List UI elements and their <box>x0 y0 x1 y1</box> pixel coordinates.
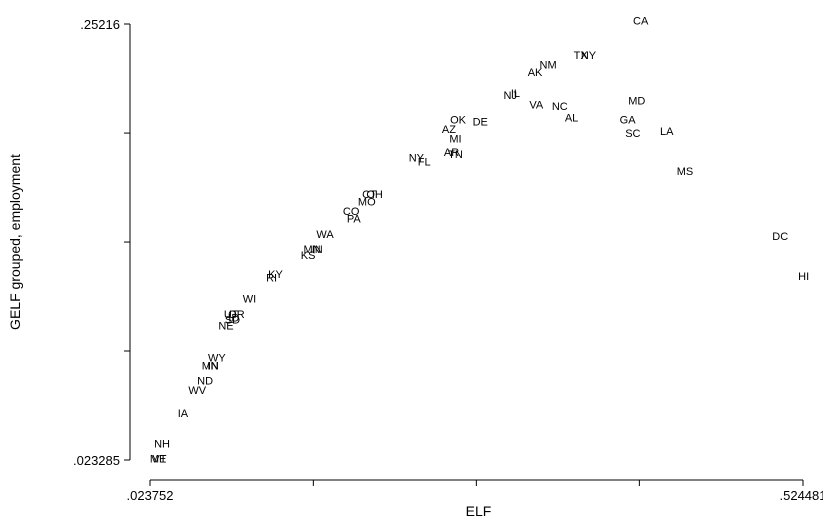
point-label: CO <box>343 206 360 218</box>
point-label: MO <box>358 196 376 208</box>
point-label: PA <box>347 214 362 226</box>
point-label: TN <box>448 149 463 161</box>
y-tick-label: .25216 <box>80 17 120 32</box>
point-label: UT <box>224 309 239 321</box>
point-label: MN <box>202 360 219 372</box>
point-label: NH <box>154 438 170 450</box>
point-label: ND <box>197 376 213 388</box>
point-label: IN <box>207 360 218 372</box>
point-label: WI <box>243 294 256 306</box>
point-label: KS <box>301 250 316 262</box>
point-label: IN <box>312 244 323 256</box>
point-label: DC <box>772 231 788 243</box>
y-tick-label: .023285 <box>73 453 120 468</box>
point-label: MS <box>677 166 694 178</box>
point-label: AL <box>565 113 578 125</box>
point-label: DE <box>473 116 488 128</box>
point-label: FL <box>418 156 431 168</box>
point-label: WY <box>208 353 226 365</box>
point-label: WV <box>188 385 206 397</box>
point-label: HI <box>798 271 809 283</box>
point-label: NE <box>218 320 233 332</box>
point-label: OK <box>450 115 467 127</box>
point-label: MI <box>449 134 461 146</box>
point-label: NC <box>552 101 568 113</box>
point-label: VT <box>152 454 166 466</box>
point-label: ME <box>150 454 167 466</box>
point-label: AK <box>528 67 543 79</box>
point-label: NJ <box>504 90 517 102</box>
point-label: AR <box>444 147 459 159</box>
point-label: ID <box>228 313 239 325</box>
point-label: NM <box>540 59 557 71</box>
point-label: IA <box>178 408 189 420</box>
point-label: GA <box>620 115 637 127</box>
point-label: KY <box>268 269 283 281</box>
y-axis-title: GELF grouped, employment <box>7 154 23 330</box>
point-label: OR <box>228 309 245 321</box>
point-label: TX <box>574 50 589 62</box>
axes: .023752 .524481 .25216 .023285 <box>73 17 823 503</box>
point-label: VA <box>529 99 544 111</box>
point-label: NY <box>409 153 425 165</box>
point-label: CT <box>362 189 377 201</box>
point-label: MN <box>303 244 320 256</box>
x-tick-label: .023752 <box>127 488 174 503</box>
point-label: LA <box>660 126 674 138</box>
point-label: MD <box>628 96 645 108</box>
x-tick-label: .524481 <box>780 488 823 503</box>
point-label: SC <box>625 128 640 140</box>
point-label: OH <box>366 189 383 201</box>
point-label: WA <box>316 229 334 241</box>
point-label: SD <box>225 315 240 327</box>
point-label: RI <box>266 273 277 285</box>
x-axis-title: ELF <box>466 503 492 519</box>
point-label: NY <box>581 50 597 62</box>
point-label: IL <box>511 88 520 100</box>
point-label: AZ <box>442 124 456 136</box>
point-label: CA <box>633 15 649 27</box>
